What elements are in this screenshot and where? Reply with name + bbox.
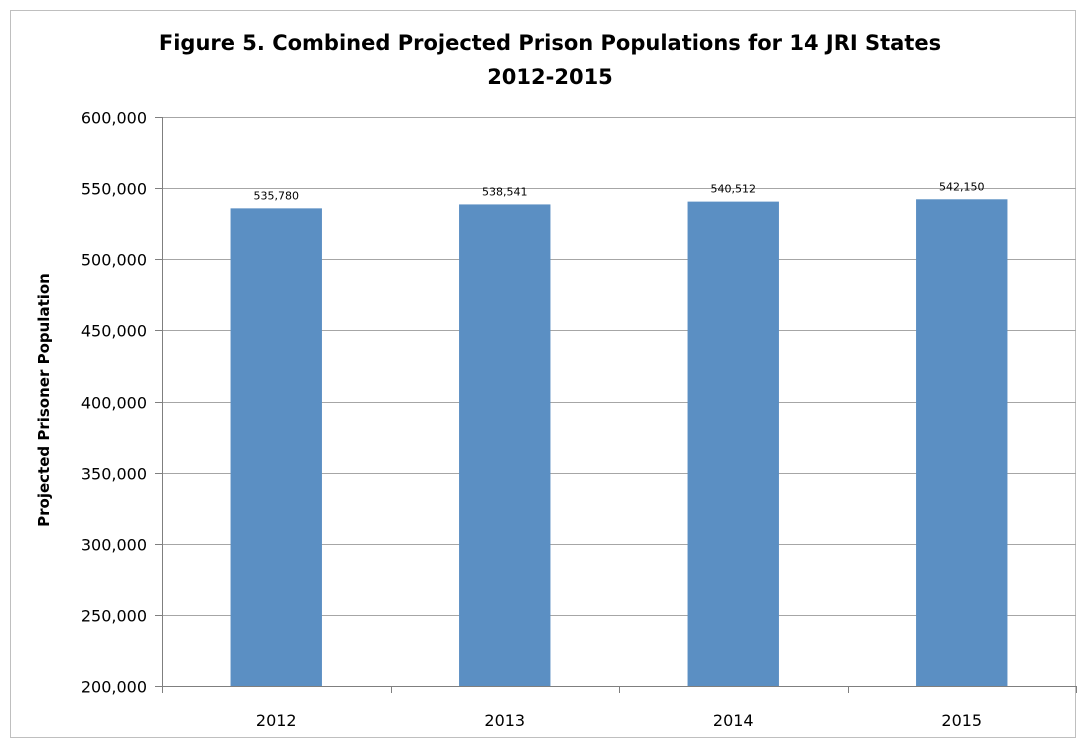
x-tick-label: 2014 bbox=[713, 711, 754, 730]
bar-2014 bbox=[687, 201, 779, 686]
chart-subtitle: 2012-2015 bbox=[487, 65, 613, 89]
y-tick-label: 350,000 bbox=[81, 465, 147, 484]
data-label-2012: 535,780 bbox=[254, 189, 300, 202]
y-tick-label: 550,000 bbox=[81, 180, 147, 199]
y-tick-label: 600,000 bbox=[81, 109, 147, 128]
y-tick-label: 200,000 bbox=[81, 678, 147, 697]
data-label-2014: 540,512 bbox=[711, 183, 757, 196]
data-label-2015: 542,150 bbox=[939, 180, 985, 193]
axes bbox=[155, 117, 1077, 693]
data-label-2013: 538,541 bbox=[482, 185, 528, 198]
y-tick-label: 300,000 bbox=[81, 536, 147, 555]
y-tick-label: 450,000 bbox=[81, 322, 147, 341]
y-axis-title: Projected Prisoner Population bbox=[35, 273, 53, 527]
bar-2012 bbox=[230, 208, 322, 686]
x-tick-label: 2015 bbox=[941, 711, 982, 730]
y-tick-label: 250,000 bbox=[81, 607, 147, 626]
bars bbox=[230, 199, 1008, 687]
labels: 200,000 250,000 300,000 350,000 400,000 450,0… bbox=[81, 109, 985, 731]
bar-2013 bbox=[459, 204, 551, 687]
chart-title: Figure 5. Combined Projected Prison Popu… bbox=[159, 31, 941, 55]
bar-2015 bbox=[916, 199, 1008, 686]
y-tick-label: 400,000 bbox=[81, 394, 147, 413]
x-tick-label: 2013 bbox=[484, 711, 525, 730]
y-tick-label: 500,000 bbox=[81, 251, 147, 270]
x-tick-label: 2012 bbox=[256, 711, 297, 730]
